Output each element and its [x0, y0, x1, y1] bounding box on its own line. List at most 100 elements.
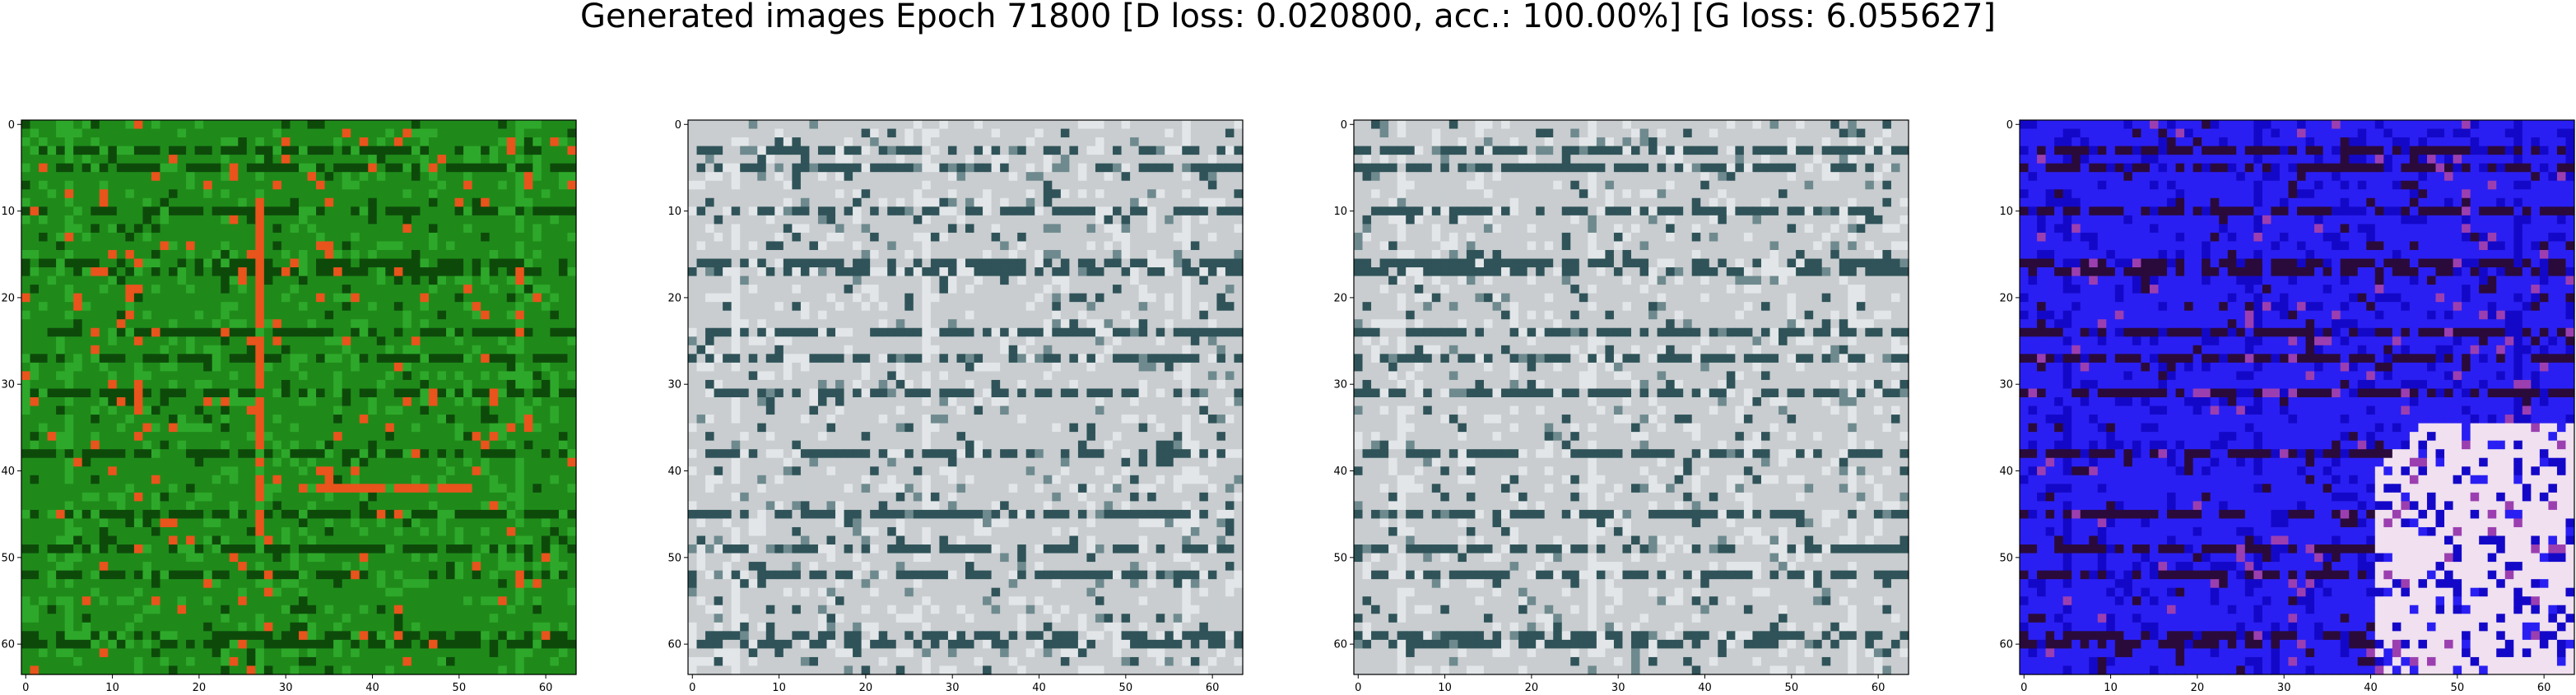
image-pixel [567, 605, 577, 614]
image-pixel [783, 155, 793, 164]
image-pixel [393, 596, 403, 606]
image-pixel [446, 146, 456, 155]
image-pixel [125, 215, 135, 225]
image-pixel [489, 570, 499, 580]
image-pixel [56, 267, 66, 277]
image-pixel [194, 163, 204, 173]
image-pixel [342, 553, 351, 563]
image-pixel [30, 146, 40, 155]
image-pixel [1121, 224, 1131, 234]
image-pixel [420, 656, 430, 667]
image-pixel [186, 518, 196, 528]
image-pixel [212, 371, 221, 381]
image-pixel [939, 232, 949, 243]
image-pixel [229, 639, 239, 650]
image-pixel [411, 327, 421, 337]
image-pixel [342, 656, 351, 667]
image-pixel [151, 336, 161, 346]
image-pixel [558, 518, 569, 528]
image-pixel [307, 553, 317, 563]
image-pixel [272, 258, 282, 268]
image-pixel [515, 293, 525, 303]
image-pixel [99, 258, 109, 268]
image-pixel [99, 648, 109, 658]
image-pixel [878, 146, 888, 155]
image-pixel [454, 379, 464, 390]
image-pixel [281, 285, 291, 294]
image-pixel [299, 440, 309, 450]
image-pixel [169, 535, 179, 545]
image-pixel [402, 553, 412, 563]
image-pixel [437, 596, 447, 606]
image-pixel [299, 327, 309, 337]
image-pixel [515, 432, 525, 442]
image-pixel [246, 388, 256, 398]
image-pixel [73, 665, 83, 675]
image-pixel [56, 579, 66, 589]
image-pixel [342, 648, 351, 658]
image-pixel [203, 163, 213, 173]
image-pixel [272, 336, 282, 346]
image-pixel [39, 197, 49, 207]
image-pixel [359, 484, 369, 493]
image-pixel [1190, 163, 1200, 173]
image-pixel [272, 526, 282, 537]
image-pixel [39, 345, 49, 354]
image-pixel [1121, 215, 1131, 225]
image-pixel [246, 579, 256, 589]
image-pixel [151, 570, 161, 580]
image-pixel [1165, 224, 1174, 234]
image-pixel [402, 622, 412, 632]
image-pixel [947, 137, 958, 147]
image-pixel [472, 631, 481, 641]
image-pixel [64, 310, 74, 320]
image-pixel [342, 492, 351, 502]
image-pixel [91, 449, 100, 459]
image-pixel [194, 457, 204, 467]
image-pixel [541, 345, 551, 354]
image-pixel [411, 622, 421, 632]
image-pixel [368, 562, 378, 572]
image-pixel [393, 319, 403, 329]
image-pixel [281, 570, 291, 580]
image-pixel [21, 293, 31, 303]
image-pixel [30, 180, 40, 190]
image-pixel [142, 354, 152, 364]
image-pixel [974, 197, 983, 207]
image-pixel [142, 457, 152, 467]
image-pixel [515, 327, 525, 337]
image-pixel [73, 120, 83, 130]
image-pixel [498, 622, 508, 632]
image-pixel [133, 648, 144, 658]
image-pixel [428, 501, 439, 511]
image-pixel [47, 596, 57, 606]
image-pixel [489, 224, 499, 234]
image-pixel [99, 232, 109, 243]
image-pixel [1060, 197, 1070, 207]
image-pixel [21, 639, 31, 650]
image-pixel [73, 440, 83, 450]
image-pixel [541, 293, 551, 303]
image-pixel [541, 501, 551, 511]
image-pixel [523, 302, 533, 312]
image-pixel [290, 397, 300, 407]
image-pixel [506, 432, 516, 442]
image-pixel [376, 310, 386, 320]
image-pixel [705, 146, 715, 155]
image-pixel [481, 146, 491, 155]
image-pixel [39, 405, 49, 415]
image-pixel [515, 614, 525, 623]
image-pixel [263, 570, 274, 580]
image-pixel [21, 631, 31, 641]
image-pixel [1199, 197, 1209, 207]
image-pixel [177, 579, 187, 589]
image-pixel [64, 197, 74, 207]
image-pixel [541, 415, 551, 424]
image-pixel [402, 197, 412, 207]
image-pixel [826, 224, 836, 234]
image-pixel [498, 327, 508, 337]
image-pixel [368, 484, 378, 493]
image-pixel [489, 189, 499, 199]
image-pixel [99, 206, 109, 216]
image-pixel [393, 137, 403, 147]
